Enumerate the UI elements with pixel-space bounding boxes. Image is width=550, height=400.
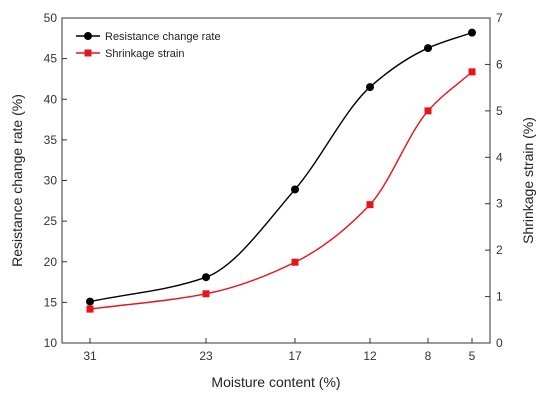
right-y-tick-label: 0 — [496, 336, 503, 350]
right-y-axis-title: Shrinkage strain (%) — [520, 117, 536, 244]
right-y-tick-label: 2 — [496, 243, 503, 257]
right-y-axis: 0 1 2 3 4 5 6 7 — [485, 11, 503, 350]
left-y-tick-label: 35 — [44, 133, 58, 147]
left-y-tick-label: 10 — [44, 336, 58, 350]
resistance-data-point — [366, 83, 374, 92]
left-y-tick-label: 20 — [44, 255, 58, 269]
left-y-tick-label: 50 — [44, 11, 58, 25]
shrinkage-data-point — [424, 107, 432, 115]
legend-label-resistance: Resistance change rate — [105, 31, 221, 43]
left-y-tick-label: 40 — [44, 92, 58, 106]
left-y-axis-title: Resistance change rate (%) — [9, 94, 25, 267]
resistance-series-line — [89, 31, 473, 303]
legend-label-shrinkage: Shrinkage strain — [105, 48, 185, 60]
right-y-tick-label: 5 — [496, 104, 503, 118]
resistance-data-point — [291, 185, 299, 194]
right-y-tick-label: 4 — [496, 150, 503, 164]
shrinkage-data-point — [468, 68, 476, 76]
x-axis-title: Moisture content (%) — [211, 374, 340, 390]
right-y-tick-label: 6 — [496, 57, 503, 71]
right-y-tick-label: 7 — [496, 11, 503, 25]
resistance-data-point — [424, 44, 432, 53]
x-tick-label: 23 — [199, 349, 213, 363]
left-y-axis: 10 15 20 25 30 35 40 45 50 — [44, 11, 67, 350]
legend-marker-shrinkage — [84, 49, 92, 57]
shrinkage-data-point — [291, 258, 299, 266]
x-tick-label: 5 — [469, 349, 476, 363]
legend-marker-resistance — [84, 32, 92, 40]
x-axis: 31 23 17 12 8 5 — [83, 338, 476, 363]
shrinkage-data-point — [366, 201, 374, 209]
right-y-tick-label: 3 — [496, 197, 503, 211]
resistance-data-point — [468, 28, 476, 37]
x-tick-label: 12 — [363, 349, 377, 363]
legend: Resistance change rate Shrinkage strain — [76, 31, 221, 60]
x-tick-label: 17 — [288, 349, 302, 363]
shrinkage-series-line — [89, 71, 473, 310]
left-y-tick-label: 30 — [44, 174, 58, 188]
plot-frame — [61, 17, 491, 344]
shrinkage-data-point — [86, 305, 94, 313]
right-y-tick-label: 1 — [496, 290, 503, 304]
left-y-tick-label: 15 — [44, 295, 58, 309]
shrinkage-data-point — [202, 290, 210, 298]
left-y-tick-label: 45 — [44, 52, 58, 66]
resistance-data-point — [202, 273, 210, 282]
x-tick-label: 31 — [83, 349, 97, 363]
x-tick-label: 8 — [425, 349, 432, 363]
left-y-tick-label: 25 — [44, 214, 58, 228]
resistance-data-point — [86, 297, 94, 306]
